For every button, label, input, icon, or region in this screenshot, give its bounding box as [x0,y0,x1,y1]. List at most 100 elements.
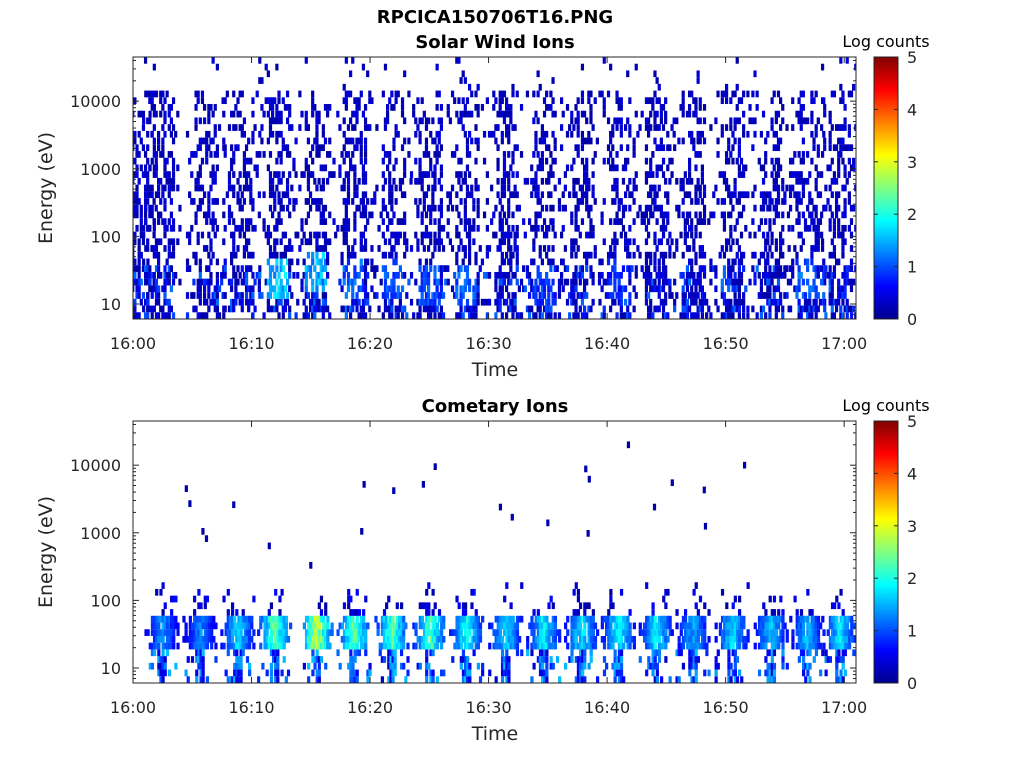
heatmap-cell [383,265,388,272]
heatmap-cell [275,292,279,299]
heatmap-cell [211,137,215,145]
heatmap-cell [167,642,172,650]
heatmap-cell [391,669,395,677]
heatmap-cell [810,251,814,259]
heatmap-cell [757,271,761,279]
heatmap-cell [418,662,422,670]
heatmap-cell [249,198,253,205]
heatmap-cell [435,104,439,111]
heatmap-cell [589,629,593,636]
heatmap-cell [319,198,323,205]
heatmap-cell [288,245,292,252]
heatmap-cell [280,669,284,677]
heatmap-cell [242,231,247,239]
heatmap-cell [319,305,323,313]
heatmap-cell [525,305,530,313]
heatmap-cell [431,191,435,199]
heatmap-cell [392,164,396,172]
heatmap-cell [649,211,653,219]
heatmap-cell [353,177,357,185]
heatmap-cell [576,151,580,158]
heatmap-cell [655,271,659,279]
heatmap-cell [587,90,591,98]
heatmap-cell [351,198,355,205]
heatmap-cell [690,177,694,185]
heatmap-cell [692,144,696,152]
heatmap-cell [845,144,849,152]
heatmap-cell [849,312,854,319]
heatmap-cell [143,265,148,272]
heatmap-cell [161,635,165,643]
heatmap-cell [279,265,283,272]
heatmap-cell [839,97,843,105]
heatmap-cell [572,615,576,623]
heatmap-cell [621,312,626,319]
heatmap-cell [797,271,801,279]
heatmap-cell [201,615,205,623]
heatmap-cell [440,615,444,623]
heatmap-cell [274,649,278,657]
heatmap-cell [245,629,250,636]
heatmap-cell [398,177,402,185]
heatmap-cell [774,238,778,246]
heatmap-cell [498,642,503,650]
heatmap-cell [262,224,266,232]
heatmap-cell [135,285,139,293]
heatmap-cell [823,305,827,313]
heatmap-cell [507,278,511,286]
heatmap-cell [399,622,404,630]
heatmap-cell [353,171,357,178]
heatmap-cell [661,278,666,286]
heatmap-cell [433,265,437,272]
heatmap-cell [786,211,791,219]
heatmap-cell [277,110,281,118]
heatmap-cell [587,602,591,610]
heatmap-cell [461,177,465,185]
heatmap-cell [685,312,690,319]
heatmap-cell [340,285,344,293]
heatmap-cell [828,224,832,232]
heatmap-cell [321,218,325,225]
heatmap-cell [810,218,814,225]
heatmap-cell [281,305,285,313]
heatmap-cell [468,662,472,670]
heatmap-cell [735,278,739,286]
heatmap-cell [504,218,509,225]
heatmap-cell [207,231,211,239]
heatmap-cell [466,629,470,636]
heatmap-cell [834,144,839,152]
heatmap-cell [357,629,361,636]
heatmap-cell [170,615,174,623]
heatmap-cell [311,649,315,657]
heatmap-cell [194,151,198,158]
heatmap-cell [737,298,741,306]
heatmap-cell [538,292,542,299]
heatmap-cell [739,258,744,266]
heatmap-cell [170,595,174,603]
heatmap-cell [681,211,685,219]
heatmap-cell [468,278,472,286]
heatmap-cell [457,245,461,252]
heatmap-cell [185,312,190,319]
heatmap-cell [176,164,180,172]
heatmap-cell [578,231,582,239]
heatmap-cell [154,157,158,165]
heatmap-cell [275,218,279,225]
heatmap-cell [545,629,549,636]
heatmap-cell [209,104,213,111]
heatmap-cell [841,90,845,98]
heatmap-cell [583,635,587,643]
heatmap-cell [724,83,729,91]
heatmap-cell [766,238,770,246]
heatmap-cell [500,137,504,145]
heatmap-cell [617,649,622,657]
heatmap-cell [268,231,273,239]
heatmap-cell [474,298,478,306]
heatmap-cell [152,245,156,252]
heatmap-cell [476,292,480,299]
heatmap-cell [830,251,834,259]
heatmap-cell [779,231,783,239]
heatmap-cell [478,622,483,630]
heatmap-cell [492,231,496,239]
heatmap-cell [247,265,251,272]
